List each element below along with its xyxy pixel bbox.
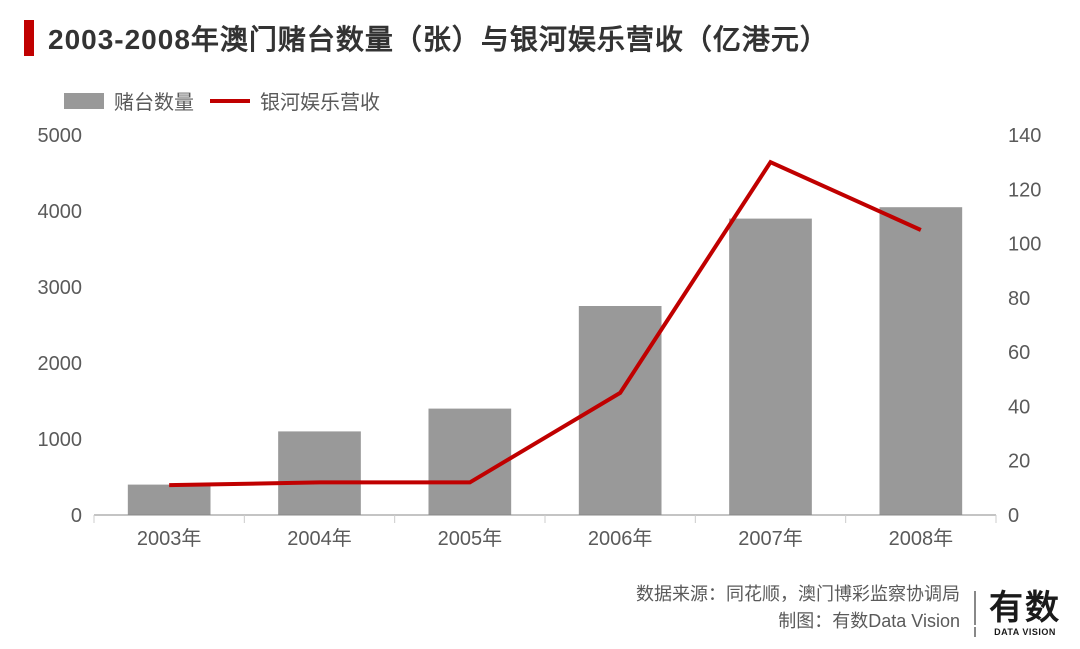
logo: 有数 DATA VISION <box>974 591 1062 637</box>
x-category-label: 2004年 <box>287 527 352 550</box>
y-right-label: 60 <box>1008 342 1030 364</box>
logo-main: 有数 <box>974 591 1062 625</box>
bar <box>278 431 361 515</box>
y-left-label: 2000 <box>38 353 83 375</box>
y-left-label: 1000 <box>38 429 83 451</box>
bar <box>428 409 511 515</box>
title-bar: 2003-2008年澳门赌台数量（张）与银河娱乐营收（亿港元） <box>0 0 1080 58</box>
y-left-label: 0 <box>71 505 82 527</box>
y-right-label: 140 <box>1008 125 1041 147</box>
x-category-label: 2006年 <box>588 527 653 550</box>
bar <box>879 207 962 515</box>
footer: 数据来源：同花顺，澳门博彩监察协调局 制图：有数Data Vision <box>636 581 960 635</box>
bar <box>729 219 812 515</box>
x-category-label: 2003年 <box>137 527 202 550</box>
y-right-label: 20 <box>1008 451 1030 473</box>
y-right-label: 0 <box>1008 505 1019 527</box>
chart-svg: 0 1000 2000 3000 4000 5000 0 20 40 60 80 100 120 140 2… <box>24 125 1056 565</box>
credit-line: 制图：有数Data Vision <box>636 608 960 635</box>
y-right-label: 100 <box>1008 234 1041 256</box>
legend: 赌台数量 银河娱乐营收 <box>0 58 1080 115</box>
y-left-label: 5000 <box>38 125 83 147</box>
y-left-label: 4000 <box>38 201 83 223</box>
x-category-label: 2007年 <box>738 527 803 550</box>
bar <box>128 485 211 515</box>
y-right-label: 120 <box>1008 179 1041 201</box>
legend-line-swatch <box>210 99 250 103</box>
x-category-label: 2008年 <box>889 527 954 550</box>
chart-area: 0 1000 2000 3000 4000 5000 0 20 40 60 80 100 120 140 2… <box>24 125 1056 565</box>
y-left-label: 3000 <box>38 277 83 299</box>
chart-title: 2003-2008年澳门赌台数量（张）与银河娱乐营收（亿港元） <box>48 18 829 58</box>
title-accent-mark <box>24 20 34 56</box>
legend-bar-label: 赌台数量 <box>114 86 194 115</box>
y-right-label: 40 <box>1008 396 1030 418</box>
x-category-label: 2005年 <box>438 527 503 550</box>
source-line: 数据来源：同花顺，澳门博彩监察协调局 <box>636 581 960 608</box>
legend-bar-swatch <box>64 93 104 109</box>
legend-line-label: 银河娱乐营收 <box>260 86 380 115</box>
y-right-label: 80 <box>1008 288 1030 310</box>
logo-sub: DATA VISION <box>974 627 1062 637</box>
